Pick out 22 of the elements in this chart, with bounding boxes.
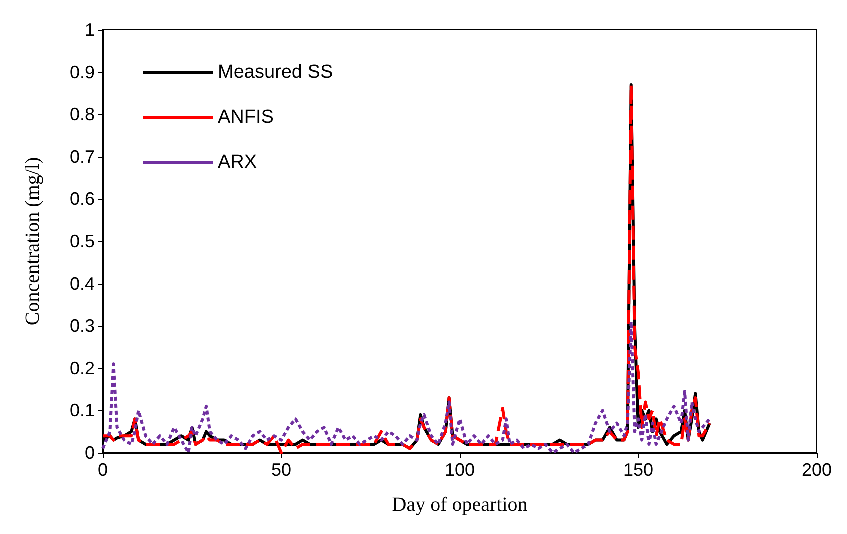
y-tick-label: 0.8 [70, 104, 95, 125]
y-axis-title: Concentration (mg/l) [22, 157, 44, 326]
x-tick-label: 200 [802, 460, 832, 480]
x-tick-label: 150 [623, 460, 654, 480]
y-tick-label: 0.3 [70, 316, 95, 336]
x-axis-title: Day of opeartion [392, 494, 528, 516]
y-tick-label: 0.1 [70, 400, 95, 421]
line-series [102, 320, 712, 454]
y-tick-label: 0.9 [70, 62, 95, 82]
y-tick-label: 0.6 [70, 189, 95, 210]
y-tick-label: 0.7 [70, 146, 95, 167]
x-tick-label: 100 [444, 460, 476, 480]
legend-label: ANFIS [218, 107, 274, 128]
x-tick-label: 50 [271, 460, 292, 480]
y-tick-label: 1 [84, 20, 95, 40]
legend-label: Measured SS [218, 62, 334, 83]
x-tick-label: 0 [98, 460, 108, 480]
legend-label: ARX [218, 152, 258, 173]
y-tick-label: 0.2 [70, 358, 95, 378]
y-tick-label: 0 [84, 443, 95, 463]
y-tick-label: 0.5 [70, 232, 95, 252]
y-tick-label: 0.4 [70, 274, 95, 294]
